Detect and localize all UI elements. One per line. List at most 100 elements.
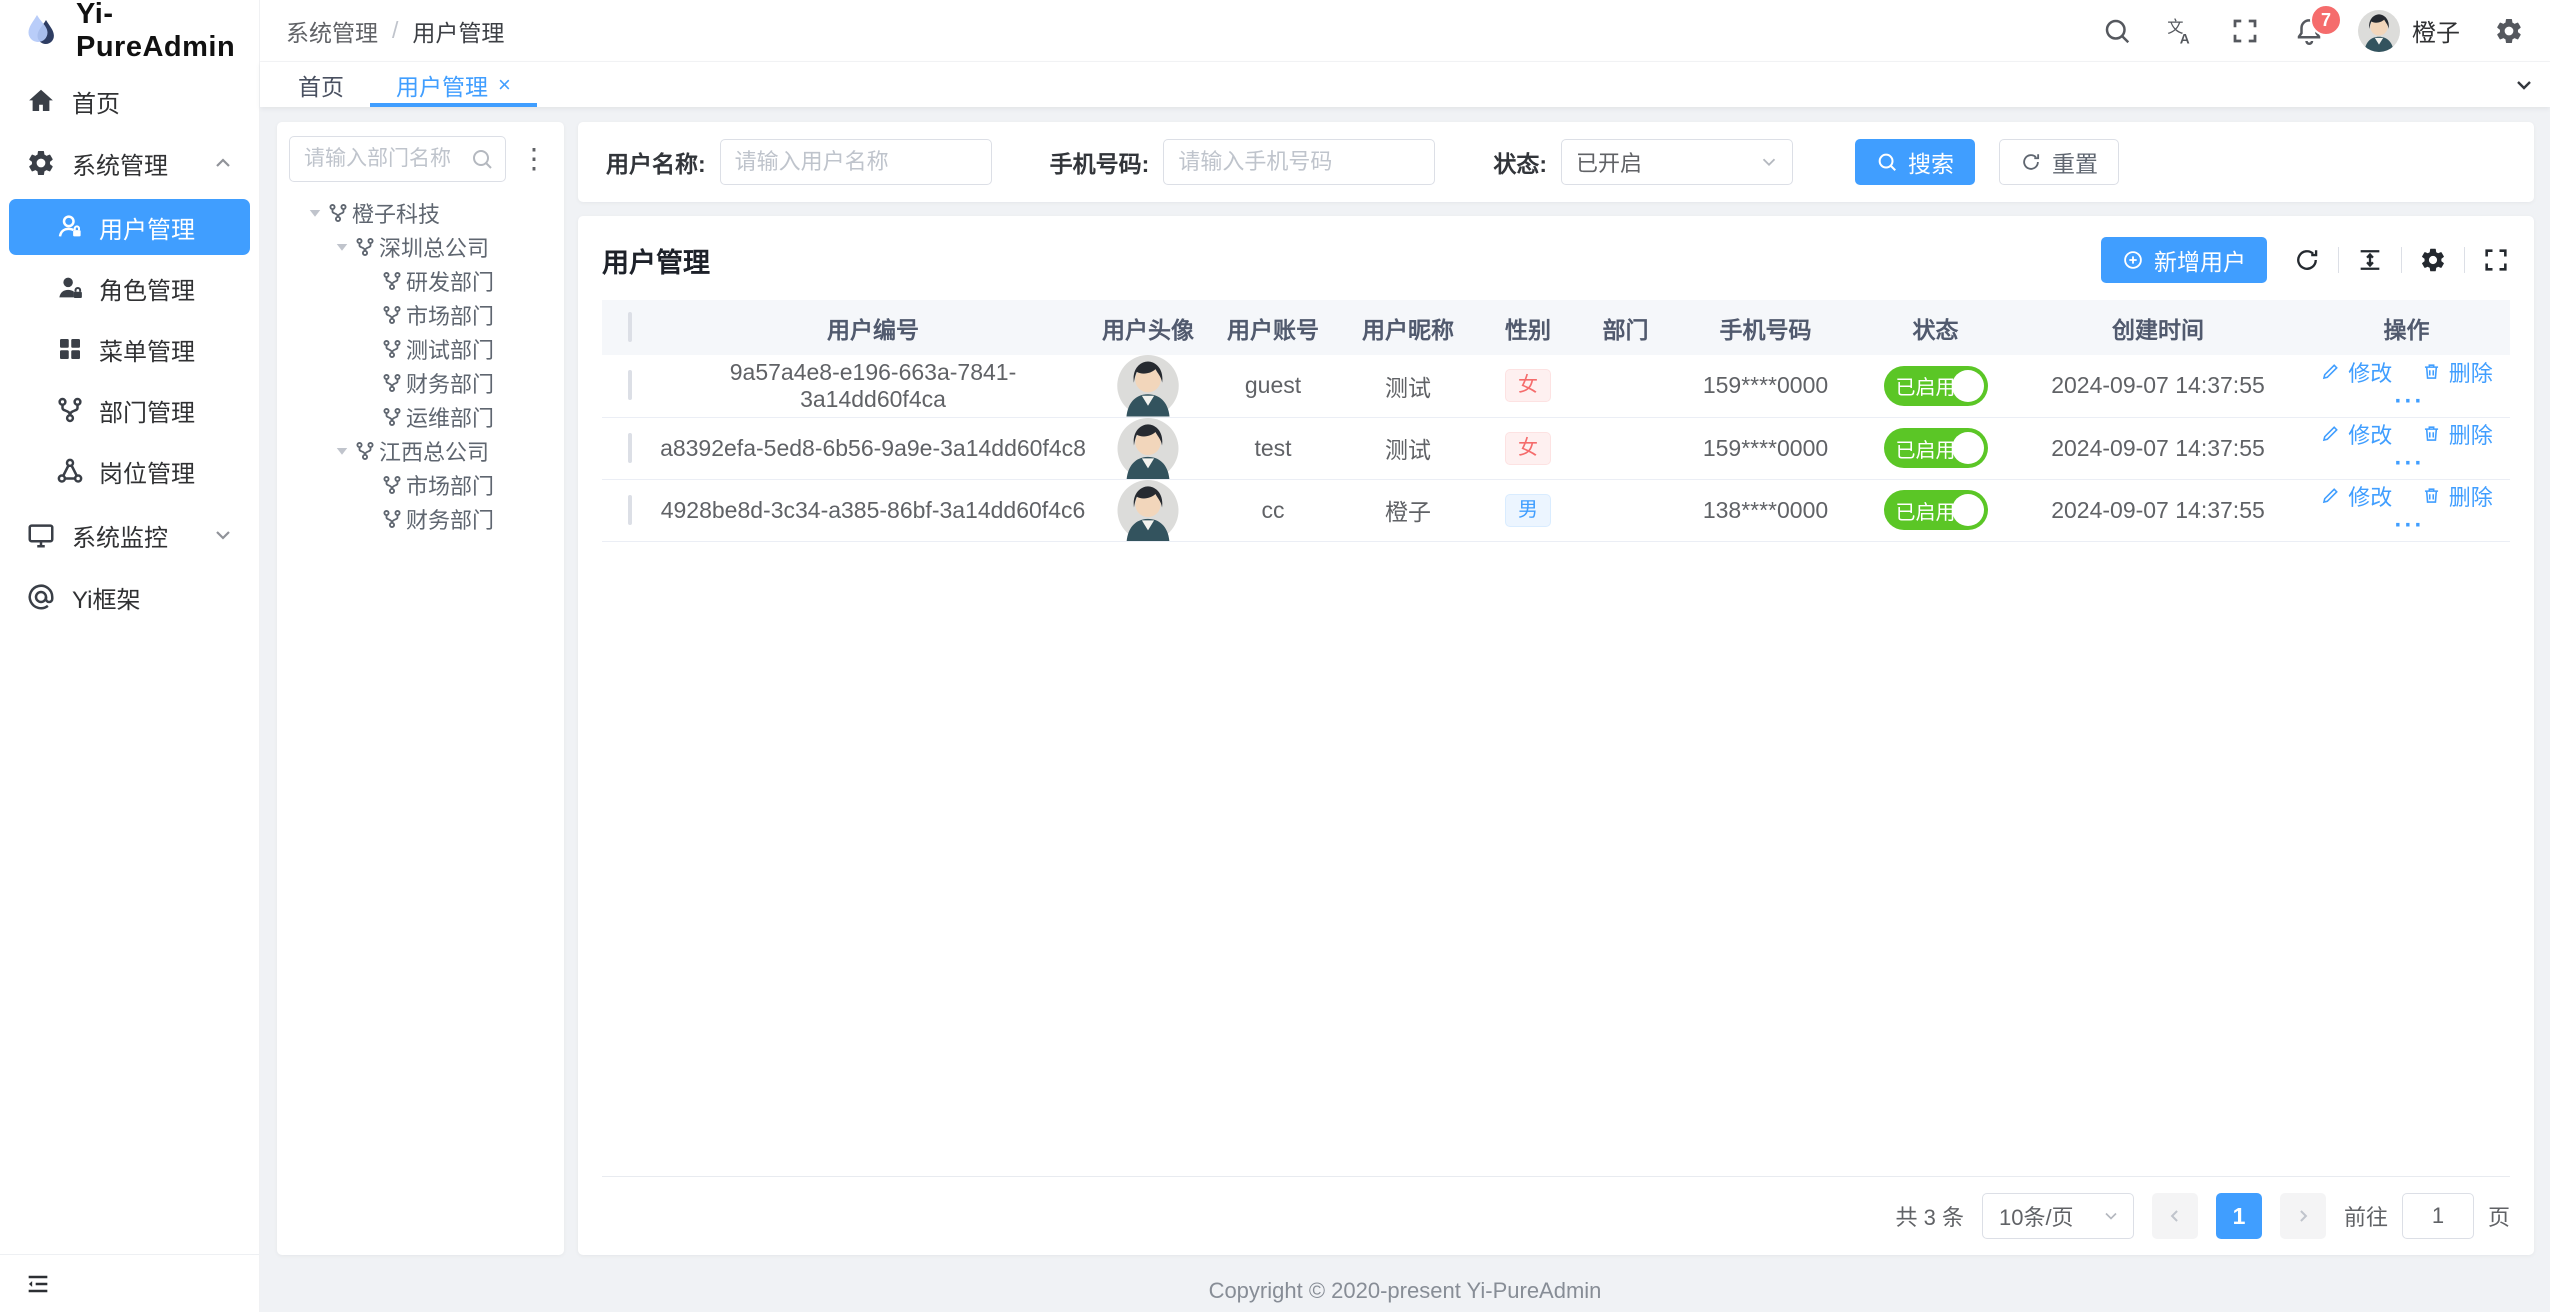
delete-button[interactable]: 删除 [2421,480,2493,512]
refresh-icon[interactable] [2293,246,2321,274]
cell-created: 2024-09-07 14:37:55 [2013,417,2303,480]
column-header: 部门 [1578,300,1673,355]
sidebar-item-network[interactable]: 岗位管理 [9,443,250,499]
gender-tag: 女 [1505,369,1551,403]
chevron-up-icon [211,151,235,175]
sidebar-item-gear[interactable]: 系统管理 [0,132,259,194]
branch-icon [381,406,403,428]
sidebar-item-role[interactable]: 角色管理 [9,260,250,316]
sidebar-menu: 首页 系统管理 用户管理 角色管理 菜单管理 部门管理 岗位管理 系统监控 Yi… [0,62,259,1254]
gender-tag: 女 [1505,431,1551,465]
row-checkbox[interactable] [628,432,632,463]
breadcrumb: 系统管理 / 用户管理 [286,14,504,48]
tree-node[interactable]: 江西总公司 [289,434,552,468]
caret-down-icon[interactable] [330,439,354,463]
tree-node[interactable]: 财务部门 [289,366,552,400]
branch-icon [381,372,403,394]
page-number-button[interactable]: 1 [2215,1193,2262,1239]
select-all-header [602,300,658,355]
sidebar-item-grid[interactable]: 菜单管理 [9,321,250,377]
logo-drop-icon [22,11,62,51]
user-menu[interactable]: 橙子 [2358,9,2460,52]
sidebar-item-monitor[interactable]: 系统监控 [0,504,259,566]
cell-nickname: 测试 [1338,417,1478,480]
tree-node[interactable]: 橙子科技 [289,196,552,230]
more-vertical-icon[interactable]: ⋮ [520,143,548,174]
department-search-input[interactable] [289,136,506,182]
row-checkbox[interactable] [628,494,632,525]
tab[interactable]: 首页 [298,73,344,100]
more-actions-button[interactable]: ··· [2394,450,2425,478]
more-actions-button[interactable]: ··· [2394,388,2425,415]
status-filter-select[interactable]: 已开启 [1561,139,1794,185]
status-toggle[interactable]: 已启用 [1883,428,1988,468]
row-checkbox[interactable] [628,370,632,401]
tree-node[interactable]: 市场部门 [289,298,552,332]
breadcrumb-item[interactable]: 系统管理 [286,19,378,46]
username-filter-label: 用户名称: [606,151,706,177]
edit-button[interactable]: 修改 [2320,356,2392,388]
goto-page-input[interactable] [2401,1193,2474,1239]
table-body: 9a57a4e8-e196-663a-7841-3a14dd60f4ca gue… [602,355,2510,542]
reset-button[interactable]: 重置 [1999,139,2120,185]
tabs-dropdown-button[interactable] [2498,62,2550,107]
add-user-button[interactable]: 新增用户 [2101,237,2267,283]
tree-node[interactable]: 运维部门 [289,400,552,434]
delete-button[interactable]: 删除 [2421,418,2493,450]
tree-node[interactable]: 市场部门 [289,468,552,502]
status-toggle[interactable]: 已启用 [1883,490,1988,530]
search-button[interactable]: 搜索 [1855,139,1976,185]
column-header: 用户头像 [1088,300,1208,355]
gear-icon[interactable] [2494,16,2524,46]
logo-row[interactable]: Yi-PureAdmin [0,0,259,63]
tree-node[interactable]: 测试部门 [289,332,552,366]
cell-created: 2024-09-07 14:37:55 [2013,355,2303,418]
bell-icon[interactable]: 7 [2294,3,2343,46]
tab[interactable]: 用户管理 × [370,62,537,107]
caret-down-icon[interactable] [303,201,327,225]
delete-button[interactable]: 删除 [2421,356,2493,388]
cell-nickname: 橙子 [1338,479,1478,542]
page-size-select[interactable]: 10条/页 [1981,1193,2134,1239]
next-page-button[interactable] [2279,1193,2326,1239]
edit-button[interactable]: 修改 [2320,480,2392,512]
sidebar-item-user[interactable]: 用户管理 [9,199,250,255]
tree-node[interactable]: 深圳总公司 [289,230,552,264]
column-settings-gear-icon[interactable] [2419,246,2447,274]
username-filter-input[interactable] [719,139,992,185]
cell-phone: 138****0000 [1673,479,1858,542]
more-actions-button[interactable]: ··· [2394,512,2425,540]
user-icon [55,212,85,242]
select-all-checkbox[interactable] [628,312,632,342]
table-title: 用户管理 [602,247,710,278]
svg-text:文: 文 [2167,18,2183,36]
table-toolbar [2293,246,2510,274]
sidebar-item-branch[interactable]: 部门管理 [9,382,250,438]
cell-dept [1578,355,1673,418]
status-toggle[interactable]: 已启用 [1883,365,1988,406]
department-panel: ⋮ 橙子科技 深圳总公司 研发部门 市场部门 测试部门 [277,122,564,1255]
home-icon [26,86,56,116]
table-fullscreen-icon[interactable] [2482,246,2510,274]
sidebar-item-home[interactable]: 首页 [0,70,259,132]
sidebar-collapse-button[interactable] [0,1254,259,1312]
phone-filter-input[interactable] [1163,139,1436,185]
prev-page-button[interactable] [2151,1193,2198,1239]
goto-label: 前往 [2343,1205,2388,1230]
tree-node[interactable]: 研发部门 [289,264,552,298]
fullscreen-icon[interactable] [2230,16,2260,46]
tree-node[interactable]: 财务部门 [289,502,552,536]
edit-button[interactable]: 修改 [2320,418,2392,450]
row-density-icon[interactable] [2356,246,2384,274]
gender-tag: 男 [1505,493,1551,527]
caret-down-icon[interactable] [330,235,354,259]
sidebar-item-at[interactable]: Yi框架 [0,566,259,628]
close-icon[interactable]: × [498,71,511,97]
gear-icon [26,148,56,178]
cell-user-id: 4928be8d-3c34-a385-86bf-3a14dd60f4c6 [658,479,1088,542]
search-icon[interactable] [2102,16,2132,46]
search-icon[interactable] [470,147,494,171]
